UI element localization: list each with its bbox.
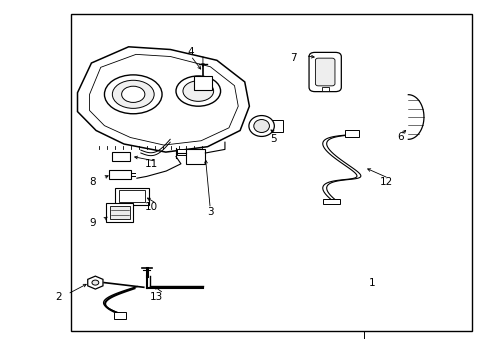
Bar bbox=[344, 130, 359, 137]
Text: 6: 6 bbox=[397, 132, 404, 142]
Ellipse shape bbox=[253, 120, 269, 132]
Text: 4: 4 bbox=[187, 47, 194, 57]
FancyBboxPatch shape bbox=[315, 58, 334, 86]
Text: 9: 9 bbox=[89, 218, 96, 228]
Bar bbox=[322, 199, 339, 204]
Bar bbox=[115, 188, 148, 205]
Ellipse shape bbox=[122, 86, 144, 103]
Text: 8: 8 bbox=[89, 177, 96, 187]
Polygon shape bbox=[77, 47, 249, 152]
Bar bbox=[185, 149, 205, 164]
Ellipse shape bbox=[104, 75, 162, 114]
Bar bbox=[194, 76, 211, 90]
Bar bbox=[109, 170, 130, 179]
Ellipse shape bbox=[176, 76, 220, 106]
Bar bbox=[114, 312, 126, 319]
Text: 10: 10 bbox=[145, 202, 158, 212]
Ellipse shape bbox=[248, 116, 274, 136]
Ellipse shape bbox=[112, 80, 154, 108]
Text: 11: 11 bbox=[144, 159, 158, 169]
Ellipse shape bbox=[183, 81, 213, 102]
Text: 13: 13 bbox=[149, 292, 163, 302]
Bar bbox=[71, 14, 471, 331]
Ellipse shape bbox=[92, 280, 99, 285]
Polygon shape bbox=[87, 276, 103, 289]
Bar bbox=[268, 120, 282, 132]
Bar bbox=[106, 203, 133, 222]
Bar bbox=[112, 152, 130, 161]
Text: 5: 5 bbox=[270, 134, 277, 144]
Text: 3: 3 bbox=[206, 207, 213, 217]
Bar bbox=[119, 190, 144, 202]
FancyBboxPatch shape bbox=[308, 53, 341, 91]
Text: 1: 1 bbox=[367, 278, 374, 288]
Bar bbox=[177, 149, 191, 155]
Text: 2: 2 bbox=[55, 292, 62, 302]
Text: 7: 7 bbox=[289, 53, 296, 63]
Bar bbox=[110, 206, 129, 219]
Bar bbox=[321, 87, 328, 91]
Text: 12: 12 bbox=[379, 177, 392, 187]
Polygon shape bbox=[407, 95, 423, 139]
